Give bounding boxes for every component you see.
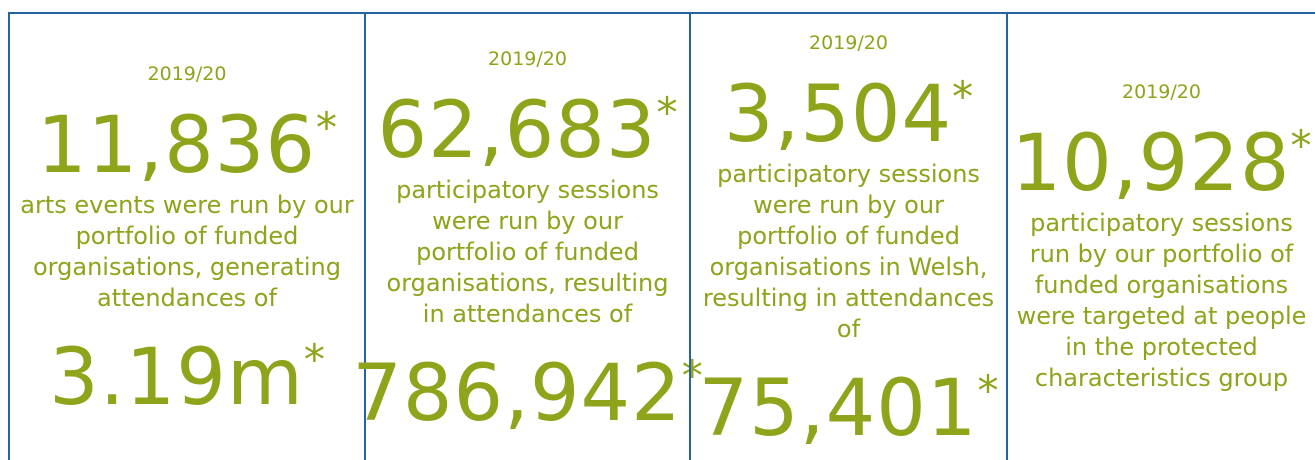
year: 2019/20: [147, 63, 227, 85]
asterisk: *: [1290, 121, 1312, 170]
second-figure: 3.19m*: [49, 320, 325, 418]
description-line: in the protected: [1065, 333, 1258, 361]
description: participatory sessions were run by our por…: [387, 175, 669, 330]
figure: 10,928*: [1012, 106, 1312, 204]
description-line: organisations, resulting: [386, 268, 669, 297]
description-line: portfolio of funded: [416, 237, 639, 266]
figure: 3,504*: [724, 57, 973, 155]
description-line: funded organisations: [1034, 271, 1289, 299]
asterisk: *: [681, 350, 703, 400]
year: 2019/20: [809, 32, 888, 54]
description-line: attendances of: [97, 284, 277, 312]
stat-panel: 2019/20 11,836* arts events were run by ou…: [8, 14, 364, 460]
stat-panel: 2019/20 10,928* participatory sessions run …: [1006, 14, 1315, 460]
year: 2019/20: [488, 47, 567, 70]
second-figure: 786,942*: [352, 336, 703, 434]
description-line: of: [836, 315, 861, 343]
stat-panel: 2019/20 3,504* participatory sessions were …: [689, 14, 1006, 460]
description-line: resulting in attendances: [702, 284, 995, 312]
second-figure: 75,401*: [699, 351, 999, 449]
description-line: in attendances of: [422, 299, 633, 328]
description-line: organisations in Welsh,: [709, 253, 988, 281]
description-line: arts events were run by our: [20, 191, 354, 219]
figure-value: 75,401: [698, 364, 978, 454]
figure-value: 10,928: [1011, 119, 1291, 209]
figure-value: 3,504: [723, 70, 953, 160]
description-line: organisations, generating: [33, 253, 341, 281]
description-line: participatory sessions: [396, 175, 659, 204]
description-line: were targeted at people: [1016, 302, 1307, 330]
asterisk: *: [656, 87, 678, 137]
figure-value: 62,683: [377, 85, 657, 176]
description-line: participatory sessions: [1030, 209, 1293, 237]
asterisk: *: [977, 366, 999, 415]
description-line: run by our portfolio of: [1029, 240, 1294, 268]
description-line: characteristics group: [1034, 364, 1289, 392]
year: 2019/20: [1122, 81, 1201, 103]
figure-value: 11,836: [37, 101, 316, 191]
figure: 11,836*: [37, 88, 337, 186]
asterisk: *: [315, 103, 337, 152]
stats-row: 2019/20 11,836* arts events were run by ou…: [8, 12, 1315, 460]
figure: 62,683*: [378, 73, 678, 171]
description-line: participatory sessions: [717, 160, 980, 188]
description: participatory sessions were run by our por…: [703, 159, 994, 345]
asterisk: *: [952, 72, 974, 121]
description: participatory sessions run by our portfol…: [1017, 208, 1307, 394]
description-line: portfolio of funded: [737, 222, 960, 250]
description-line: were run by our: [432, 206, 623, 235]
figure-value: 3.19m: [49, 333, 304, 423]
figure-value: 786,942: [352, 348, 682, 439]
description-line: were run by our: [753, 191, 944, 219]
asterisk: *: [303, 335, 325, 384]
description: arts events were run by our portfolio of …: [20, 190, 353, 314]
stat-panel: 2019/20 62,683* participatory sessions were…: [352, 14, 703, 460]
description-line: portfolio of funded: [75, 222, 299, 250]
